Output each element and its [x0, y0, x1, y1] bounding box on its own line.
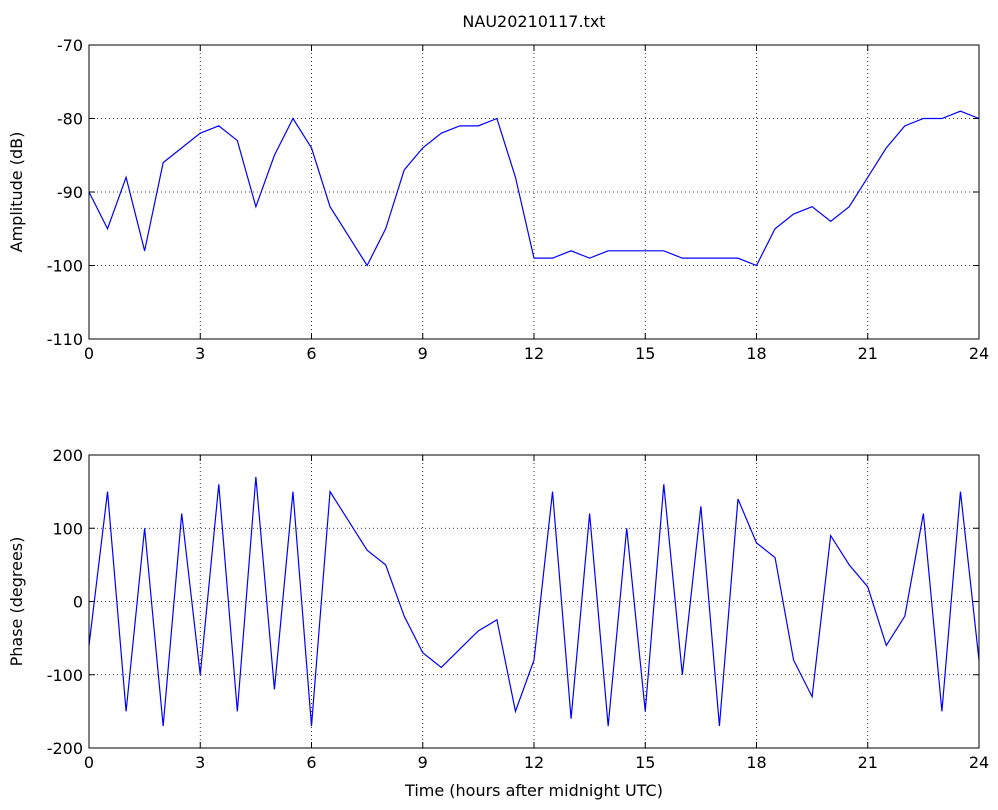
x-tick-label: 12 — [524, 753, 544, 772]
y-tick-label: -70 — [57, 36, 83, 55]
x-tick-label: 9 — [418, 753, 428, 772]
y-tick-label: 200 — [52, 446, 83, 465]
x-tick-label: 6 — [306, 344, 316, 363]
x-tick-label: 18 — [746, 344, 766, 363]
x-tick-label: 21 — [858, 753, 878, 772]
x-tick-label: 9 — [418, 344, 428, 363]
x-tick-label: 3 — [195, 344, 205, 363]
y-tick-label: -80 — [57, 110, 83, 129]
x-tick-label: 18 — [746, 753, 766, 772]
y-tick-label: 100 — [52, 519, 83, 538]
y-tick-label: -90 — [57, 183, 83, 202]
axes-box — [88, 44, 980, 340]
y-tick-label: -100 — [47, 666, 83, 685]
x-tick-label: 15 — [635, 344, 655, 363]
data-line — [88, 110, 980, 267]
y-tick-label: -110 — [47, 330, 83, 349]
x-tick-label: 24 — [969, 344, 989, 363]
x-tick-label: 6 — [306, 753, 316, 772]
data-line — [88, 476, 980, 727]
y-tick-label: -200 — [47, 739, 83, 758]
x-tick-label: 15 — [635, 753, 655, 772]
axes-box — [88, 454, 980, 749]
y-axis-label: Amplitude (dB) — [7, 132, 26, 253]
x-tick-label: 3 — [195, 753, 205, 772]
x-tick-label: 24 — [969, 753, 989, 772]
y-tick-label: -100 — [47, 257, 83, 276]
x-tick-label: 21 — [858, 344, 878, 363]
x-tick-label: 12 — [524, 344, 544, 363]
x-tick-label: 0 — [84, 344, 94, 363]
y-axis-label: Phase (degrees) — [7, 537, 26, 667]
y-tick-label: 0 — [73, 593, 83, 612]
x-tick-label: 0 — [84, 753, 94, 772]
chart-title: NAU20210117.txt — [462, 12, 605, 31]
x-axis-label: Time (hours after midnight UTC) — [404, 781, 663, 800]
